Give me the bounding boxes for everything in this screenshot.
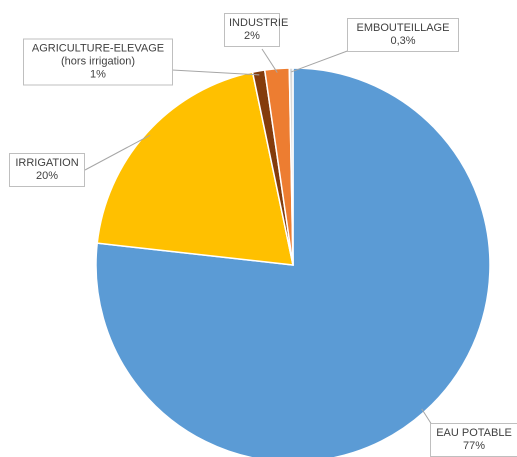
label-value: 2% xyxy=(244,30,260,42)
data-label: AGRICULTURE-ELEVAGE (hors irrigation) 1% xyxy=(23,38,173,86)
leader-line xyxy=(171,69,260,76)
pie-slice xyxy=(95,67,491,457)
data-label: EMBOUTEILLAGE 0,3% xyxy=(347,18,459,52)
label-category: EMBOUTEILLAGE xyxy=(356,22,450,34)
pie-slice xyxy=(288,67,294,266)
label-value: 77% xyxy=(462,440,486,452)
label-category: IRRIGATION xyxy=(15,157,79,169)
label-value: 1% xyxy=(90,68,106,81)
label-value: 0,3% xyxy=(390,35,416,47)
leader-line xyxy=(261,48,278,73)
label-category: INDUSTRIE xyxy=(229,17,289,29)
leader-line xyxy=(421,408,433,426)
label-category: EAU POTABLE xyxy=(436,427,512,439)
data-label: EAU POTABLE 77% xyxy=(430,423,517,457)
label-category: AGRICULTURE-ELEVAGE (hors irrigation) xyxy=(31,42,165,68)
label-value: 20% xyxy=(35,170,59,182)
data-label: INDUSTRIE 2% xyxy=(224,13,289,47)
pie-slice xyxy=(96,71,294,266)
leader-line xyxy=(84,134,151,171)
leader-line xyxy=(291,49,351,73)
data-label: IRRIGATION 20% xyxy=(9,153,85,187)
